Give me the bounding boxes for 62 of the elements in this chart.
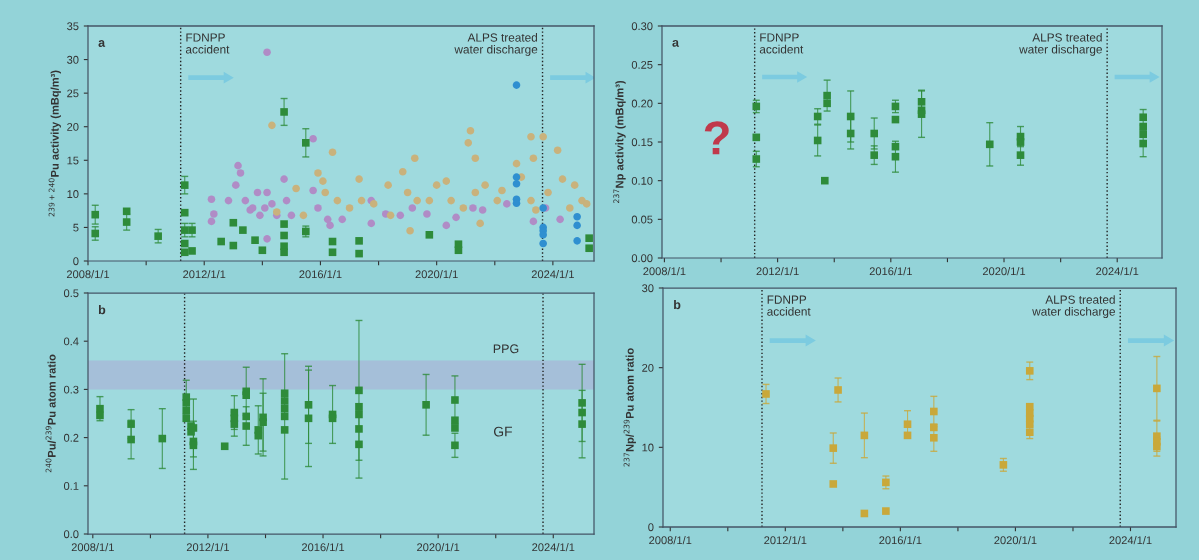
y-tick-label: 0.4: [63, 337, 79, 346]
y-axis-title: $^{237}$Np activity (mBq/m³): [613, 80, 626, 203]
ref-line-label: ALPS treated water discharge: [454, 33, 538, 56]
y-tick-label: 15: [67, 156, 79, 165]
y-tick-label: 0.25: [631, 60, 653, 69]
y-tick-label: 30: [642, 284, 654, 293]
x-tick-label: 2020/1/1: [417, 543, 460, 552]
annotation: b: [98, 305, 106, 315]
x-tick-label: 2012/1/1: [764, 536, 807, 545]
x-tick-label: 2008/1/1: [649, 536, 692, 545]
ref-line-label: ALPS treated water discharge: [1019, 32, 1102, 56]
x-tick-label: 2016/1/1: [299, 270, 342, 279]
x-tick-label: 2012/1/1: [183, 270, 226, 279]
ref-line-label: FDNPP accident: [759, 33, 804, 54]
ref-line-label: FDNPP accident: [185, 33, 230, 54]
y-tick-label: 0.20: [631, 99, 653, 108]
y-tick-label: 0.1: [63, 482, 79, 490]
ref-line-label: FDNPP accident: [767, 295, 811, 316]
x-tick-label: 2020/1/1: [994, 536, 1037, 545]
y-tick-label: 20: [67, 122, 79, 131]
annotation: a: [672, 39, 680, 47]
band-label: PPG: [493, 344, 519, 354]
y-tick-label: 10: [67, 190, 79, 198]
x-tick-label: 2020/1/1: [982, 267, 1026, 276]
y-tick-label: 0.10: [631, 176, 653, 185]
annotation: GF: [493, 426, 513, 437]
y-axis-title: $^{239+240}$Pu activity (mBq/m³): [48, 70, 61, 217]
annotation: a: [98, 40, 106, 47]
y-tick-label: 5: [73, 223, 79, 232]
y-tick-label: 10: [642, 443, 654, 452]
y-tick-label: 0.2: [63, 433, 79, 442]
ref-line-label: ALPS treated water discharge: [1032, 295, 1115, 319]
y-tick-label: 0.05: [631, 215, 653, 224]
x-tick-label: 2024/1/1: [1096, 267, 1139, 276]
y-tick-label: 25: [67, 89, 79, 98]
y-axis-title: $^{237}$Np/$^{239}$Pu atom ratio: [623, 348, 636, 467]
y-tick-label: 35: [67, 22, 79, 31]
y-tick-label: 20: [642, 363, 654, 372]
y-tick-label: 0.00: [631, 254, 653, 263]
x-tick-label: 2024/1/1: [532, 543, 575, 552]
annotation: b: [674, 299, 681, 310]
y-tick-label: 0.0: [63, 530, 79, 539]
y-axis-title: $^{240}$Pu/$^{239}$Pu atom ratio: [45, 354, 56, 473]
x-tick-label: 2020/1/1: [415, 270, 458, 279]
annotation: ?: [704, 121, 729, 155]
x-tick-label: 2012/1/1: [186, 543, 230, 552]
y-tick-label: 0.15: [631, 138, 653, 147]
y-tick-label: 0: [73, 257, 79, 266]
x-tick-label: 2024/1/1: [531, 270, 574, 279]
x-tick-label: 2024/1/1: [1109, 536, 1152, 545]
x-tick-label: 2016/1/1: [301, 543, 345, 552]
x-tick-label: 2012/1/1: [756, 267, 799, 276]
y-tick-label: 0.5: [63, 289, 79, 298]
x-tick-label: 2008/1/1: [71, 543, 114, 552]
y-tick-label: 0.30: [631, 22, 653, 31]
y-tick-label: 30: [67, 55, 79, 64]
y-tick-label: 0: [648, 523, 654, 532]
x-tick-label: 2008/1/1: [643, 267, 686, 276]
x-tick-label: 2008/1/1: [66, 270, 110, 279]
x-tick-label: 2016/1/1: [869, 267, 912, 276]
x-tick-label: 2016/1/1: [879, 536, 922, 545]
y-tick-label: 0.3: [63, 385, 79, 394]
